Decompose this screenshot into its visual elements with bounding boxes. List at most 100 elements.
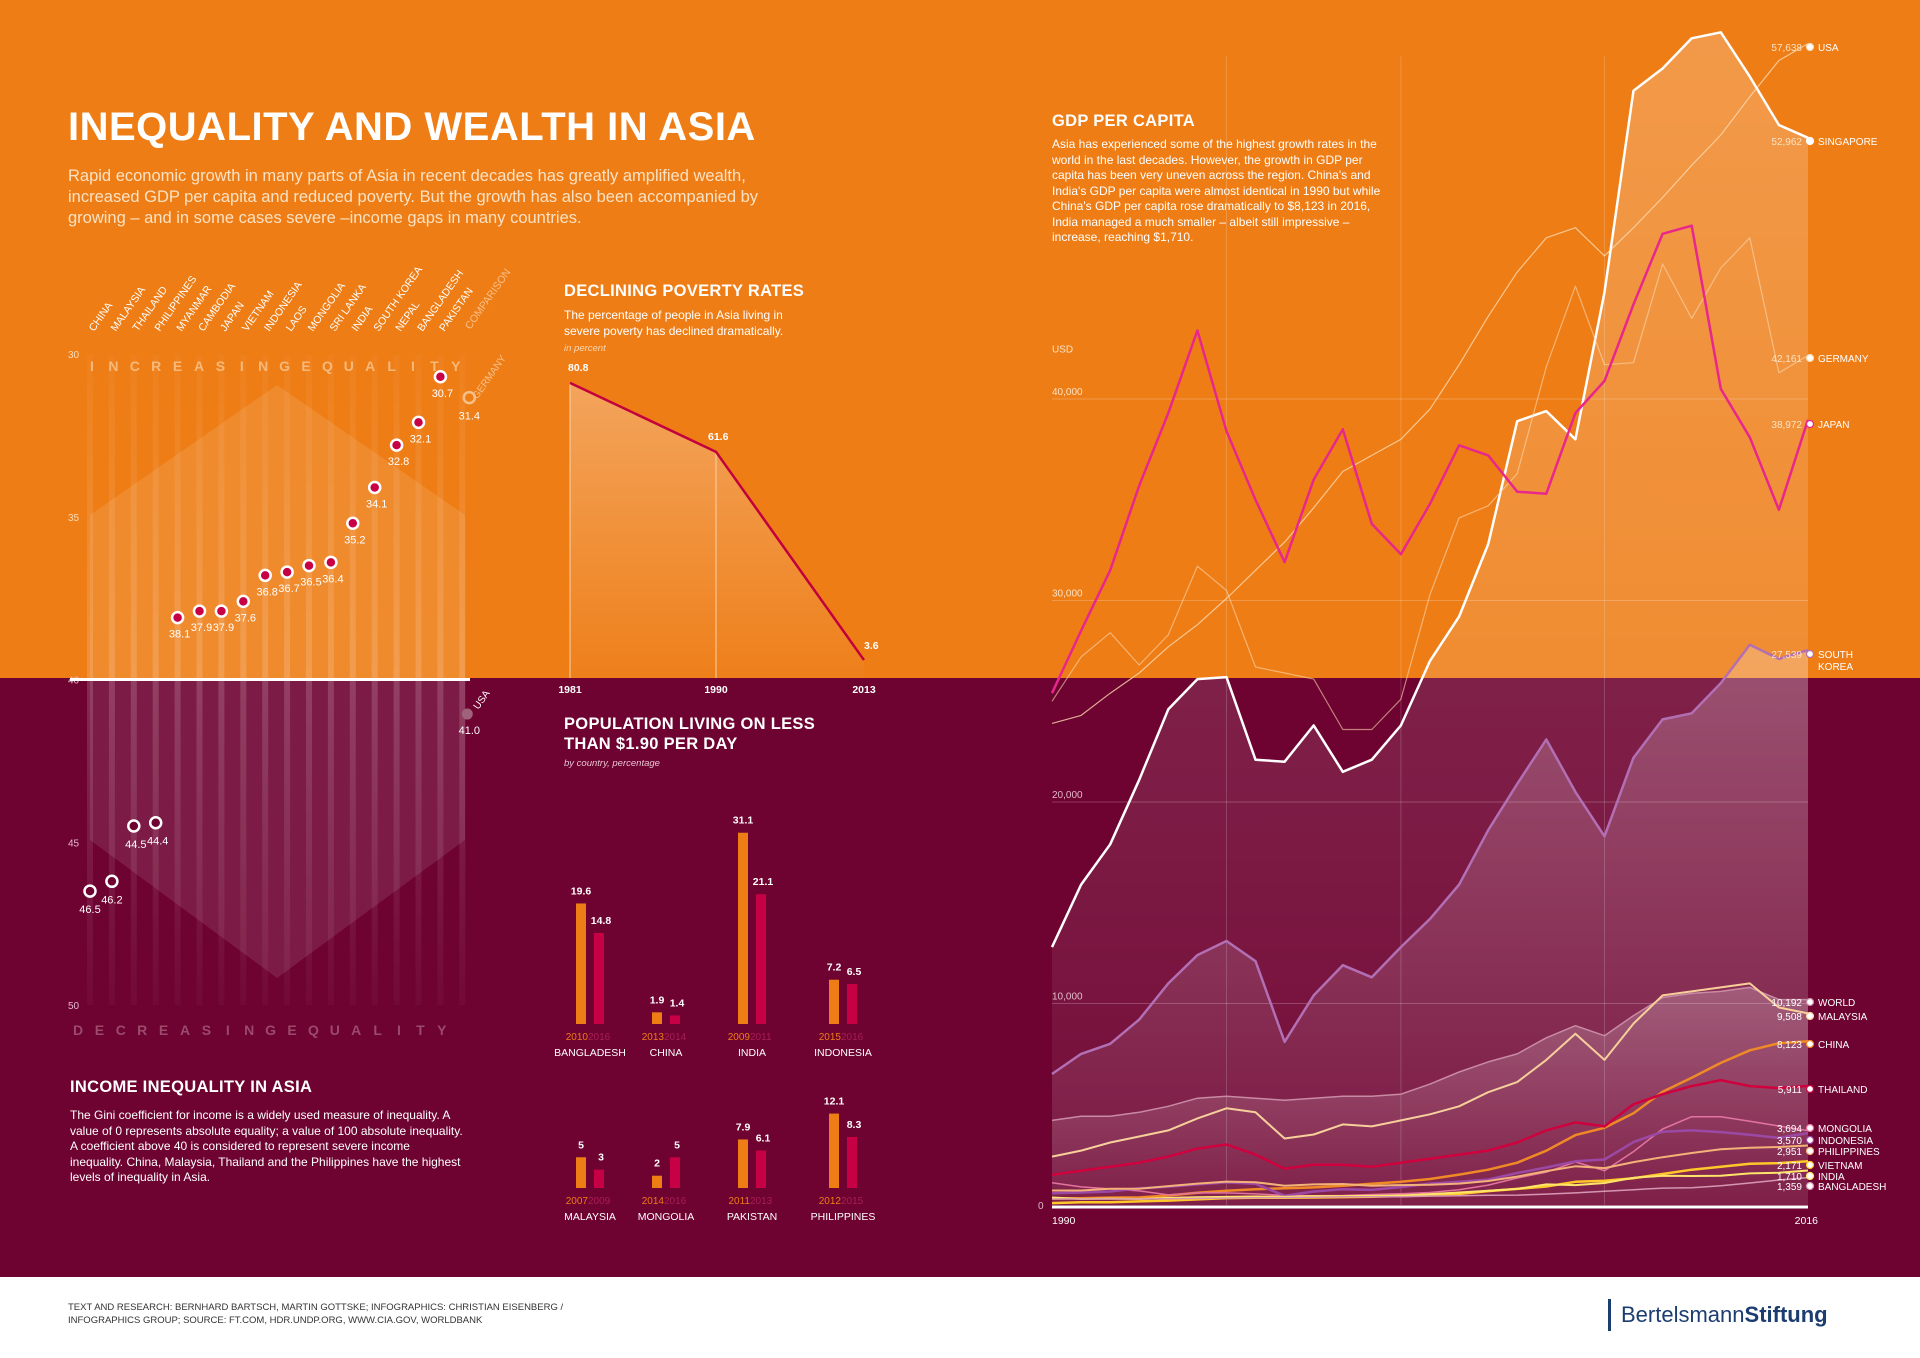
gdp-country-label: JAPAN — [1818, 420, 1850, 431]
gdp-end-marker — [1805, 1160, 1815, 1170]
pop-bar-early — [738, 832, 748, 1024]
footer-credits: TEXT AND RESEARCH: BERNHARD BARTSCH, MAR… — [68, 1302, 564, 1326]
gini-value-label: 32.8 — [388, 456, 409, 468]
gdp-country-label: BANGLADESH — [1818, 1182, 1886, 1193]
decreasing-letter: S — [202, 1022, 211, 1038]
decreasing-letter: R — [137, 1022, 147, 1038]
decreasing-letter: C — [116, 1022, 126, 1038]
pop-bar-late — [847, 1136, 857, 1188]
pop-value-label: 1.4 — [670, 997, 685, 1009]
pop-country-label: BANGLADESH — [554, 1047, 626, 1059]
increasing-letter: T — [430, 358, 439, 374]
gini-point — [127, 819, 141, 833]
increasing-letter: I — [90, 358, 94, 374]
logo-part1: Bertelsmann — [1621, 1302, 1745, 1327]
increasing-letter: A — [194, 358, 204, 374]
increasing-diamond — [90, 385, 465, 678]
pop-value-label: 7.2 — [827, 962, 842, 974]
germany-point — [462, 390, 477, 405]
gini-value-label: 32.1 — [410, 433, 431, 445]
gini-point — [236, 594, 251, 609]
logo-part2: Stiftung — [1744, 1302, 1828, 1327]
pop-country-label: CHINA — [650, 1047, 683, 1059]
gdp-end-marker — [1805, 1146, 1815, 1156]
gini-ytick: 50 — [68, 1001, 80, 1012]
pop-year-label: 2013 — [642, 1032, 665, 1043]
gdp-xlabel: 2016 — [1795, 1215, 1819, 1227]
income-text: The Gini coefficient for income is a wid… — [70, 1108, 463, 1184]
pop-country-label: PHILIPPINES — [811, 1211, 876, 1223]
increasing-letter: N — [258, 358, 268, 374]
gdp-end-value: 10,192 — [1771, 998, 1802, 1009]
pop-country-label: INDIA — [738, 1047, 766, 1059]
gini-point — [258, 568, 272, 583]
pop-title-line1: POPULATION LIVING ON LESS — [564, 715, 816, 733]
poverty-year-label: 1981 — [558, 684, 582, 696]
gdp-end-marker — [1805, 353, 1815, 363]
pop-year-label: 2010 — [566, 1032, 589, 1043]
gdp-line-thailand — [1051, 1078, 1809, 1177]
gdp-end-marker — [1805, 1181, 1815, 1191]
poverty-year-label: 1990 — [704, 684, 728, 696]
pop-bar-early — [829, 1113, 839, 1188]
gini-ytick: 45 — [68, 838, 80, 849]
gdp-end-value: 38,972 — [1771, 420, 1802, 431]
pop-year-label: 2016 — [588, 1032, 611, 1043]
poverty-year-label: 2013 — [852, 684, 876, 696]
gdp-text: Asia has experienced some of the highest… — [1052, 137, 1381, 244]
gdp-line-germany — [1051, 237, 1809, 731]
increasing-letter: C — [130, 358, 140, 374]
gdp-country-label: MONGOLIA — [1818, 1124, 1872, 1135]
pop-year-label: 2011 — [750, 1032, 772, 1043]
gini-point — [433, 370, 448, 384]
usa-point — [461, 708, 473, 720]
gini-point — [280, 565, 294, 579]
gini-value-label: 37.6 — [235, 612, 256, 624]
gdp-line-south-korea — [1051, 643, 1809, 1076]
pop-bar-early — [652, 1012, 662, 1024]
gdp-country-label: PHILIPPINES — [1818, 1147, 1880, 1158]
poverty-value-label: 61.6 — [708, 431, 729, 443]
increasing-letter: S — [216, 358, 225, 374]
poverty-unit: in percent — [564, 343, 606, 354]
gdp-end-marker — [1805, 649, 1815, 659]
gdp-country-label: INDONESIA — [1818, 1136, 1873, 1147]
gini-value-label: 36.4 — [322, 573, 343, 585]
decreasing-letter: E — [95, 1022, 104, 1038]
gini-value-label: 38.1 — [169, 629, 190, 641]
pop-year-label: 2009 — [728, 1032, 751, 1043]
increasing-letter: Y — [451, 358, 461, 374]
decreasing-letter: I — [397, 1022, 401, 1038]
pop-bar-late — [756, 894, 766, 1024]
decreasing-letter: I — [226, 1022, 230, 1038]
decreasing-letter: D — [73, 1022, 83, 1038]
gdp-country-label: SOUTH — [1818, 650, 1853, 661]
increasing-letter: E — [173, 358, 182, 374]
poverty-chart: 80.8 61.6 3.6 1981 1990 2013 — [558, 362, 878, 696]
gini-value-label: 44.4 — [147, 836, 168, 848]
gdp-end-value: 8,123 — [1777, 1040, 1802, 1051]
decreasing-letter: U — [330, 1022, 340, 1038]
pop-country-label: INDONESIA — [814, 1047, 872, 1059]
gini-point — [302, 558, 316, 573]
gini-point — [83, 884, 97, 898]
gini-value-label: 36.7 — [278, 583, 299, 595]
gdp-country-label: SINGAPORE — [1818, 137, 1878, 148]
decreasing-letter: L — [373, 1022, 382, 1038]
pop-year-label: 2013 — [750, 1196, 773, 1207]
intro-text: Rapid economic growth in many parts of A… — [68, 167, 759, 227]
gdp-end-value: 1,359 — [1777, 1182, 1802, 1193]
gini-value-label: 37.9 — [213, 622, 234, 634]
gini-point — [389, 438, 404, 452]
gdp-end-marker — [1805, 1135, 1815, 1145]
increasing-letter: R — [151, 358, 161, 374]
gdp-country-label: VIETNAM — [1818, 1161, 1862, 1172]
gini-ytick: 30 — [68, 350, 80, 361]
decreasing-letter: T — [416, 1022, 425, 1038]
gdp-chart: USD010,00020,00030,00040,00057,638USA52,… — [1038, 31, 1886, 1227]
pop-value-label: 7.9 — [736, 1121, 751, 1133]
pop-value-label: 12.1 — [824, 1096, 845, 1108]
gdp-end-value: 1,710 — [1777, 1172, 1802, 1183]
gdp-end-marker — [1805, 1084, 1815, 1094]
